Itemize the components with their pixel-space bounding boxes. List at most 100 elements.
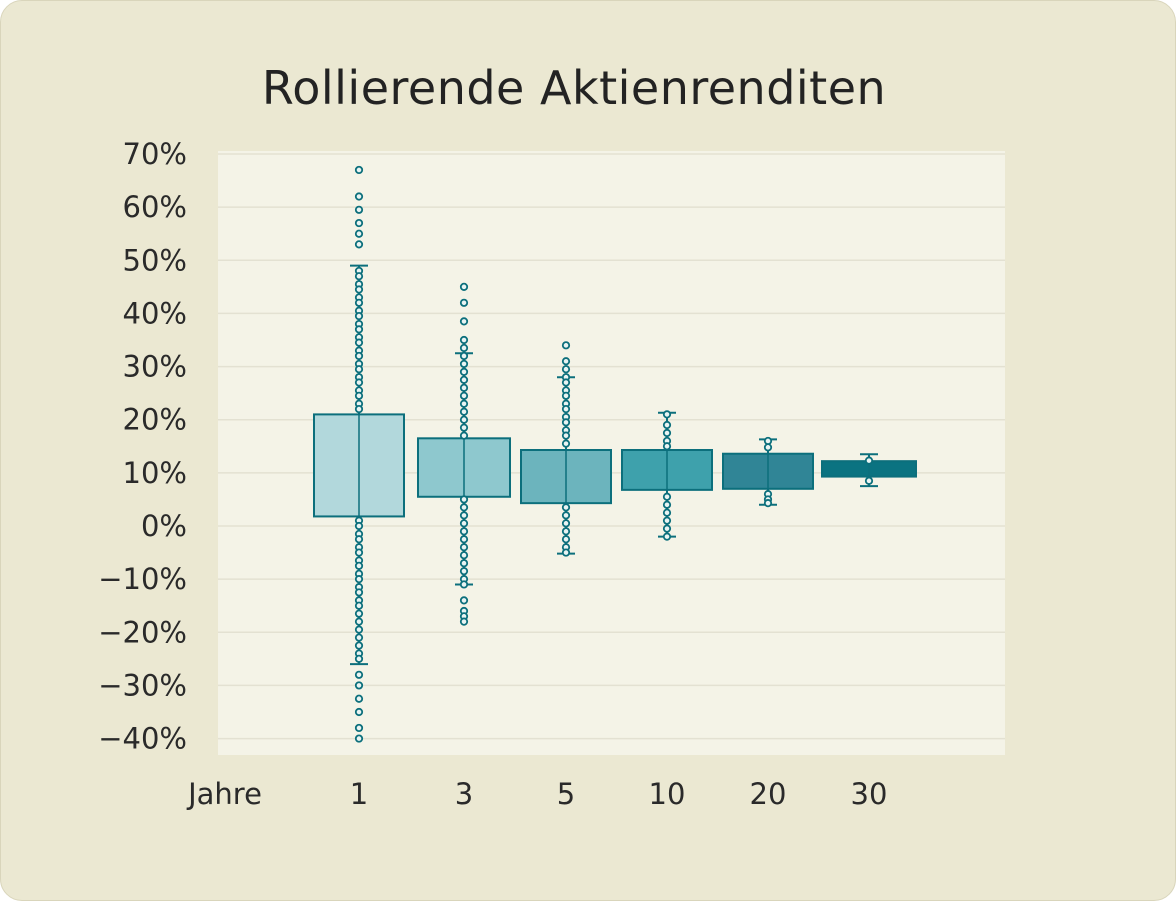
outlier-point — [561, 503, 571, 512]
outlier-point — [459, 567, 469, 576]
outlier-point — [354, 601, 364, 610]
outlier-point — [354, 192, 364, 201]
outlier-point — [459, 359, 469, 369]
outlier-point — [354, 670, 364, 679]
outlier-point — [459, 511, 469, 520]
outlier-point — [354, 240, 364, 249]
outlier-point — [459, 407, 469, 416]
outlier-point — [354, 609, 364, 618]
outlier-point — [561, 365, 571, 374]
x-tick-label: 3 — [455, 777, 473, 811]
outlier-point — [459, 351, 469, 361]
outlier-point — [354, 588, 364, 597]
outlier-point — [662, 442, 672, 451]
outlier-point — [354, 561, 364, 570]
y-tick-label: 30% — [123, 350, 187, 384]
outlier-point — [459, 298, 469, 307]
outlier-point — [459, 495, 469, 504]
outlier-point — [561, 527, 571, 536]
outlier-point — [459, 399, 469, 408]
outlier-point — [459, 543, 469, 552]
outlier-point — [459, 596, 469, 605]
outlier-point — [354, 694, 364, 703]
outlier-point — [459, 551, 469, 560]
outlier-point — [459, 423, 469, 432]
outlier-point — [459, 367, 469, 376]
outlier-point — [354, 365, 364, 374]
outlier-point — [354, 535, 364, 544]
y-tick-label: 50% — [123, 243, 187, 277]
outlier-point — [561, 519, 571, 528]
outlier-point — [662, 516, 672, 525]
outlier-point — [354, 391, 364, 400]
outlier-point — [561, 378, 571, 387]
outlier-point — [459, 617, 469, 626]
outlier-point — [354, 229, 364, 238]
outlier-point — [354, 723, 364, 733]
outlier-point — [459, 343, 469, 353]
y-tick-label: −20% — [98, 615, 187, 649]
outlier-point — [354, 325, 364, 334]
outlier-point — [459, 431, 469, 440]
outlier-point — [561, 511, 571, 520]
outlier-point — [459, 282, 469, 291]
outlier-point — [459, 519, 469, 528]
outlier-point — [763, 499, 773, 508]
outlier-point — [354, 521, 364, 531]
y-tick-label: 40% — [123, 296, 187, 330]
outlier-point — [662, 492, 672, 501]
chart-title: Rollierende Aktienrenditen — [261, 61, 887, 115]
outlier-point — [459, 391, 469, 400]
outlier-point — [354, 272, 364, 281]
outlier-point — [354, 311, 364, 321]
y-tick-label: 0% — [141, 509, 187, 543]
outlier-point — [354, 575, 364, 584]
outlier-point — [864, 456, 874, 465]
outlier-point — [354, 633, 364, 642]
outlier-point — [662, 420, 672, 430]
outlier-point — [561, 431, 571, 440]
y-tick-label: −40% — [98, 722, 187, 756]
outlier-point — [864, 476, 874, 485]
x-tick-label: 30 — [851, 777, 888, 811]
outlier-point — [662, 532, 672, 541]
outlier-point — [662, 410, 672, 419]
outlier-point — [354, 548, 364, 557]
outlier-point — [662, 500, 672, 509]
x-tick-label: 5 — [557, 777, 575, 811]
outlier-point — [354, 351, 364, 361]
outlier-point — [354, 378, 364, 387]
outlier-point — [662, 524, 672, 533]
outlier-point — [354, 641, 364, 650]
outlier-point — [561, 357, 571, 366]
outlier-point — [354, 165, 364, 175]
outlier-point — [561, 404, 571, 414]
x-tick-label: 20 — [750, 777, 787, 811]
outlier-point — [354, 338, 364, 347]
y-tick-label: 10% — [123, 456, 187, 490]
outlier-point — [354, 734, 364, 743]
y-tick-label: −30% — [98, 668, 187, 702]
outlier-point — [354, 707, 364, 717]
outlier-point — [561, 548, 571, 557]
outlier-point — [354, 218, 364, 228]
outlier-point — [561, 418, 571, 427]
outlier-point — [459, 383, 469, 392]
outlier-point — [354, 625, 364, 634]
y-tick-label: 20% — [123, 403, 187, 437]
outlier-point — [662, 428, 672, 438]
outlier-point — [459, 375, 469, 384]
outlier-point — [354, 285, 364, 294]
outlier-point — [561, 535, 571, 544]
outlier-point — [354, 205, 364, 214]
outlier-point — [354, 298, 364, 307]
outlier-point — [354, 617, 364, 626]
y-tick-label: −10% — [98, 562, 187, 596]
x-tick-label: 10 — [649, 777, 686, 811]
outlier-point — [459, 535, 469, 544]
outlier-point — [459, 317, 469, 326]
x-tick-label: 1 — [350, 777, 368, 811]
y-tick-label: 60% — [123, 190, 187, 224]
outlier-point — [354, 404, 364, 414]
